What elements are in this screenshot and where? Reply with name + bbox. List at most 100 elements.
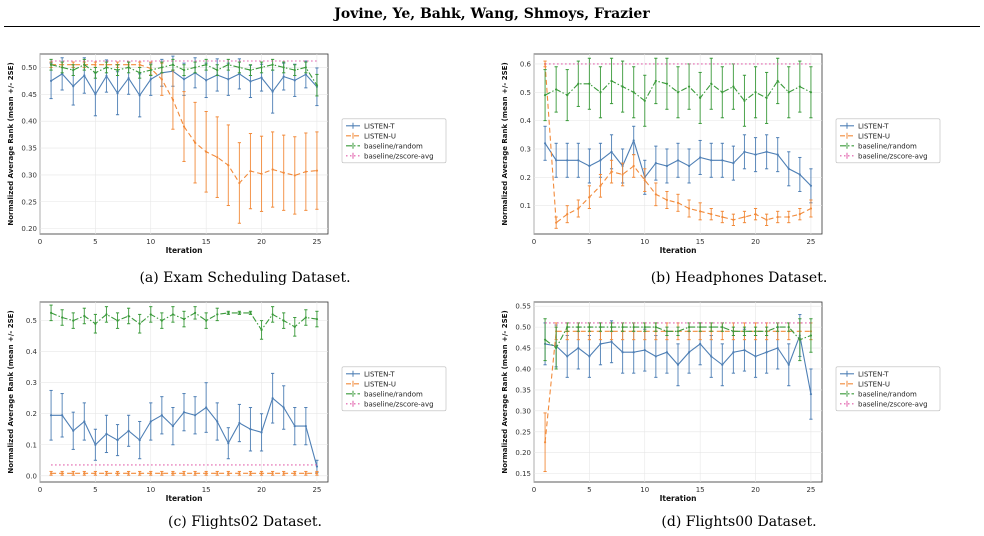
data-point bbox=[555, 159, 558, 162]
data-point bbox=[127, 77, 130, 80]
data-point bbox=[687, 164, 691, 168]
y-tick-label: 0.25 bbox=[21, 198, 37, 206]
data-point bbox=[732, 351, 735, 354]
data-point bbox=[699, 326, 702, 329]
legend-label: LISTEN-T bbox=[858, 370, 889, 378]
data-point bbox=[49, 414, 53, 417]
chart-panel-flights00: 0 5 10 15 20 25 0.15 0.20 0.25 0.30 0.35 0.40 0.45 0.… bbox=[494, 290, 984, 530]
data-point bbox=[160, 319, 163, 322]
legend-label: LISTEN-T bbox=[364, 122, 395, 130]
data-point bbox=[743, 215, 746, 219]
data-point bbox=[304, 316, 307, 319]
y-axis-label: Normalized Average Rank (mean +/- 2SE) bbox=[7, 62, 15, 225]
data-point bbox=[205, 150, 208, 153]
data-point bbox=[687, 326, 691, 329]
data-point bbox=[732, 85, 735, 88]
data-point bbox=[83, 472, 86, 475]
data-point bbox=[732, 218, 735, 221]
data-point bbox=[555, 221, 558, 224]
data-point bbox=[127, 314, 130, 318]
data-point bbox=[149, 420, 152, 423]
data-point bbox=[271, 472, 274, 475]
data-point bbox=[699, 210, 702, 213]
data-point bbox=[798, 213, 801, 216]
x-axis-label: Iteration bbox=[660, 494, 697, 503]
data-point bbox=[787, 326, 790, 329]
data-point bbox=[182, 78, 186, 81]
data-point bbox=[238, 66, 241, 69]
y-tick-label: 0.4 bbox=[520, 117, 532, 125]
data-point bbox=[588, 82, 591, 85]
data-point bbox=[249, 80, 252, 83]
data-point bbox=[61, 66, 64, 69]
x-tick-label: 20 bbox=[257, 486, 266, 494]
data-point bbox=[621, 326, 624, 329]
data-point bbox=[182, 411, 186, 414]
data-point bbox=[588, 355, 591, 358]
data-point bbox=[577, 82, 580, 85]
data-point bbox=[116, 439, 119, 442]
x-tick-label: 0 bbox=[532, 238, 536, 246]
data-point bbox=[72, 319, 75, 322]
data-point bbox=[754, 330, 757, 333]
legend-label: baseline/random bbox=[858, 142, 917, 150]
x-tick-label: 15 bbox=[202, 486, 211, 494]
data-point bbox=[238, 421, 241, 425]
data-point bbox=[732, 162, 735, 165]
data-point bbox=[543, 142, 547, 145]
data-point bbox=[293, 325, 296, 328]
data-point bbox=[149, 69, 152, 72]
data-point bbox=[787, 167, 790, 170]
data-point bbox=[632, 326, 635, 329]
data-point bbox=[127, 429, 130, 432]
data-point bbox=[72, 472, 75, 475]
data-point bbox=[105, 66, 108, 69]
y-tick-label: 0.30 bbox=[21, 171, 37, 179]
x-tick-label: 25 bbox=[312, 238, 321, 246]
x-tick-label: 20 bbox=[751, 238, 760, 246]
data-point bbox=[249, 472, 252, 475]
data-point bbox=[665, 351, 669, 354]
data-point bbox=[94, 443, 97, 446]
data-point bbox=[621, 351, 624, 354]
data-point bbox=[643, 349, 646, 352]
y-tick-label: 0.20 bbox=[515, 449, 531, 457]
data-point bbox=[49, 472, 53, 475]
data-point bbox=[304, 73, 307, 76]
data-point bbox=[193, 141, 197, 144]
data-point bbox=[743, 150, 746, 153]
x-tick-label: 0 bbox=[532, 486, 536, 494]
y-tick-label: 0.35 bbox=[21, 145, 37, 153]
data-point bbox=[182, 472, 186, 475]
x-tick-label: 10 bbox=[640, 238, 649, 246]
data-point bbox=[72, 429, 75, 432]
chart-exam-scheduling: 0 5 10 15 20 25 0.20 0.25 0.30 0.35 0.40 0.45 0.50 It… bbox=[7, 53, 447, 255]
data-point bbox=[260, 431, 263, 434]
data-point bbox=[105, 74, 108, 78]
data-point bbox=[127, 66, 130, 69]
data-point bbox=[776, 79, 779, 83]
data-point bbox=[105, 432, 108, 435]
data-point bbox=[798, 338, 801, 341]
chart-headphones: 0 5 10 15 20 25 0.1 0.2 0.3 0.4 0.5 0.6 Iteration Nor… bbox=[501, 53, 941, 255]
data-point bbox=[798, 173, 801, 176]
x-tick-label: 0 bbox=[38, 486, 42, 494]
data-point bbox=[138, 439, 141, 442]
data-point bbox=[665, 82, 669, 85]
data-point bbox=[699, 96, 702, 100]
data-point bbox=[787, 363, 790, 366]
y-tick-label: 0.25 bbox=[515, 428, 531, 436]
data-point bbox=[798, 85, 801, 88]
x-axis-label: Iteration bbox=[166, 246, 203, 255]
data-point bbox=[743, 330, 746, 333]
plot-area bbox=[39, 301, 329, 483]
series-baseline-random bbox=[49, 58, 319, 97]
y-tick-label: 0.45 bbox=[21, 91, 37, 99]
legend: LISTEN-T LISTEN-U baseline/random baseline/… bbox=[341, 366, 447, 412]
chart-panel-headphones: 0 5 10 15 20 25 0.1 0.2 0.3 0.4 0.5 0.6 Iteration Nor… bbox=[494, 42, 984, 282]
data-point bbox=[171, 98, 175, 101]
data-point bbox=[205, 79, 208, 82]
data-point bbox=[599, 91, 602, 94]
y-tick-label: 0.2 bbox=[26, 410, 37, 418]
data-point bbox=[776, 215, 779, 219]
